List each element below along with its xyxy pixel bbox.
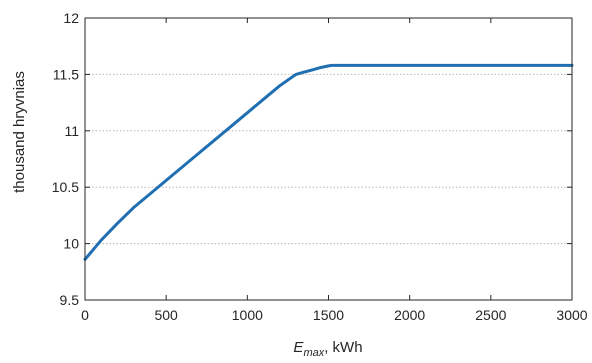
- x-axis-label-unit: , kWh: [324, 339, 362, 356]
- y-tick-label: 12: [63, 10, 79, 26]
- x-tick-label: 2500: [475, 307, 506, 323]
- x-tick-label: 0: [81, 307, 89, 323]
- x-axis-label-subscript: max: [303, 347, 324, 359]
- y-tick-label: 10: [63, 236, 79, 252]
- y-tick-label: 10.5: [52, 179, 79, 195]
- series-line: [83, 63, 574, 261]
- grid-lines: [85, 73, 572, 245]
- x-axis-label-main: E: [293, 339, 304, 356]
- y-tick-label: 11: [64, 123, 79, 139]
- y-tick-label: 9.5: [60, 292, 80, 308]
- y-tick-label: 11.5: [53, 66, 79, 82]
- x-tick-label: 2000: [394, 307, 425, 323]
- y-axis-label: thousand hryvnias: [11, 71, 28, 193]
- x-tick-labels: 0 500 1000 1500 2000 2500 3000: [81, 307, 588, 323]
- x-tick-label: 3000: [556, 307, 587, 323]
- series-layer: [83, 63, 574, 261]
- x-axis-label: Emax, kWh: [293, 339, 362, 359]
- x-tick-label: 500: [154, 307, 178, 323]
- x-tick-label: 1000: [232, 307, 263, 323]
- tick-marks: [84, 17, 573, 301]
- x-tick-label: 1500: [313, 307, 344, 323]
- y-tick-labels: 9.5 10 10.5 11 11.5 12: [52, 10, 79, 308]
